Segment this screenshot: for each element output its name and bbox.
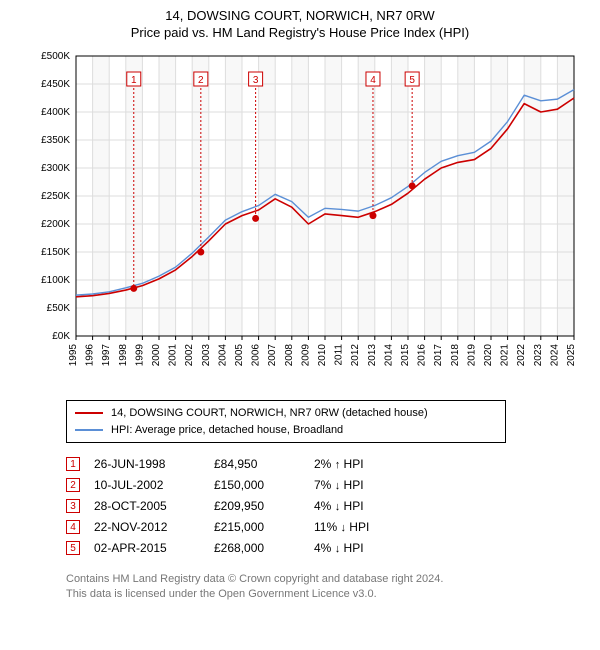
sale-date: 26-JUN-1998 <box>94 453 214 474</box>
svg-text:5: 5 <box>409 75 415 86</box>
sale-vs-hpi: 4% ↓ HPI <box>314 537 381 558</box>
title-line1: 14, DOWSING COURT, NORWICH, NR7 0RW <box>10 8 590 23</box>
legend-swatch <box>75 412 103 414</box>
sale-price: £268,000 <box>214 537 314 558</box>
svg-text:2021: 2021 <box>500 344 511 367</box>
svg-text:4: 4 <box>370 75 376 86</box>
svg-text:2006: 2006 <box>251 344 262 367</box>
legend-item: HPI: Average price, detached house, Broa… <box>75 422 497 439</box>
chart-svg: £0K £50K £100K £150K £200K £250K £300K £350K £40… <box>20 46 580 386</box>
sale-price: £150,000 <box>214 474 314 495</box>
title-block: 14, DOWSING COURT, NORWICH, NR7 0RW Pric… <box>10 8 590 40</box>
svg-text:2010: 2010 <box>317 344 328 367</box>
svg-text:2017: 2017 <box>433 344 444 367</box>
svg-text:1995: 1995 <box>68 344 79 367</box>
sale-price: £209,950 <box>214 495 314 516</box>
svg-text:2013: 2013 <box>367 344 378 367</box>
svg-text:£400K: £400K <box>41 107 70 118</box>
sale-vs-hpi: 11% ↓ HPI <box>314 516 381 537</box>
svg-text:£450K: £450K <box>41 79 70 90</box>
svg-text:2005: 2005 <box>234 344 245 367</box>
svg-text:2018: 2018 <box>450 344 461 367</box>
table-row: 4 22-NOV-2012£215,00011% ↓ HPI <box>66 516 381 537</box>
table-row: 2 10-JUL-2002£150,0007% ↓ HPI <box>66 474 381 495</box>
svg-text:£300K: £300K <box>41 163 70 174</box>
svg-text:2024: 2024 <box>549 344 560 367</box>
sale-vs-hpi: 4% ↓ HPI <box>314 495 381 516</box>
svg-text:2016: 2016 <box>417 344 428 367</box>
sale-marker: 3 <box>66 499 80 513</box>
svg-text:£200K: £200K <box>41 219 70 230</box>
svg-text:1997: 1997 <box>101 344 112 367</box>
svg-text:3: 3 <box>253 75 259 86</box>
svg-text:1999: 1999 <box>134 344 145 367</box>
svg-text:£100K: £100K <box>41 275 70 286</box>
svg-text:2001: 2001 <box>168 344 179 367</box>
svg-text:£250K: £250K <box>41 191 70 202</box>
svg-text:£500K: £500K <box>41 51 70 62</box>
svg-text:2004: 2004 <box>217 344 228 367</box>
sale-date: 02-APR-2015 <box>94 537 214 558</box>
svg-text:2011: 2011 <box>334 344 345 366</box>
legend-label: 14, DOWSING COURT, NORWICH, NR7 0RW (det… <box>111 405 428 422</box>
svg-text:2003: 2003 <box>201 344 212 367</box>
svg-text:£350K: £350K <box>41 135 70 146</box>
svg-text:1996: 1996 <box>85 344 96 367</box>
footer-line1: Contains HM Land Registry data © Crown c… <box>66 572 590 587</box>
price-chart: £0K £50K £100K £150K £200K £250K £300K £350K £40… <box>20 46 580 386</box>
table-row: 3 28-OCT-2005£209,9504% ↓ HPI <box>66 495 381 516</box>
sale-vs-hpi: 7% ↓ HPI <box>314 474 381 495</box>
legend-swatch <box>75 429 103 431</box>
svg-text:2012: 2012 <box>350 344 361 367</box>
footer: Contains HM Land Registry data © Crown c… <box>66 572 590 602</box>
svg-text:2025: 2025 <box>566 344 577 367</box>
svg-text:2020: 2020 <box>483 344 494 367</box>
sale-vs-hpi: 2% ↑ HPI <box>314 453 381 474</box>
table-row: 1 26-JUN-1998£84,9502% ↑ HPI <box>66 453 381 474</box>
sales-table: 126-JUN-1998£84,9502% ↑ HPI210-JUL-2002£… <box>66 453 381 558</box>
sale-price: £84,950 <box>214 453 314 474</box>
svg-text:2019: 2019 <box>466 344 477 367</box>
svg-text:2002: 2002 <box>184 344 195 367</box>
svg-text:2007: 2007 <box>267 344 278 367</box>
sale-marker: 5 <box>66 541 80 555</box>
svg-text:1: 1 <box>131 75 137 86</box>
svg-text:£50K: £50K <box>47 303 71 314</box>
sale-marker: 4 <box>66 520 80 534</box>
sale-date: 28-OCT-2005 <box>94 495 214 516</box>
title-line2: Price paid vs. HM Land Registry's House … <box>10 25 590 40</box>
footer-line2: This data is licensed under the Open Gov… <box>66 587 590 602</box>
table-row: 5 02-APR-2015£268,0004% ↓ HPI <box>66 537 381 558</box>
svg-text:2008: 2008 <box>284 344 295 367</box>
svg-text:£0K: £0K <box>52 331 70 342</box>
sale-marker: 1 <box>66 457 80 471</box>
svg-text:2023: 2023 <box>533 344 544 367</box>
svg-text:1998: 1998 <box>118 344 129 367</box>
svg-text:2014: 2014 <box>383 344 394 367</box>
svg-text:2009: 2009 <box>300 344 311 367</box>
svg-text:2015: 2015 <box>400 344 411 367</box>
svg-text:2: 2 <box>198 75 204 86</box>
svg-text:2022: 2022 <box>516 344 527 367</box>
svg-text:£150K: £150K <box>41 247 70 258</box>
sale-marker: 2 <box>66 478 80 492</box>
sale-date: 10-JUL-2002 <box>94 474 214 495</box>
legend-label: HPI: Average price, detached house, Broa… <box>111 422 343 439</box>
sale-date: 22-NOV-2012 <box>94 516 214 537</box>
sale-price: £215,000 <box>214 516 314 537</box>
legend: 14, DOWSING COURT, NORWICH, NR7 0RW (det… <box>66 400 506 443</box>
svg-text:2000: 2000 <box>151 344 162 367</box>
legend-item: 14, DOWSING COURT, NORWICH, NR7 0RW (det… <box>75 405 497 422</box>
